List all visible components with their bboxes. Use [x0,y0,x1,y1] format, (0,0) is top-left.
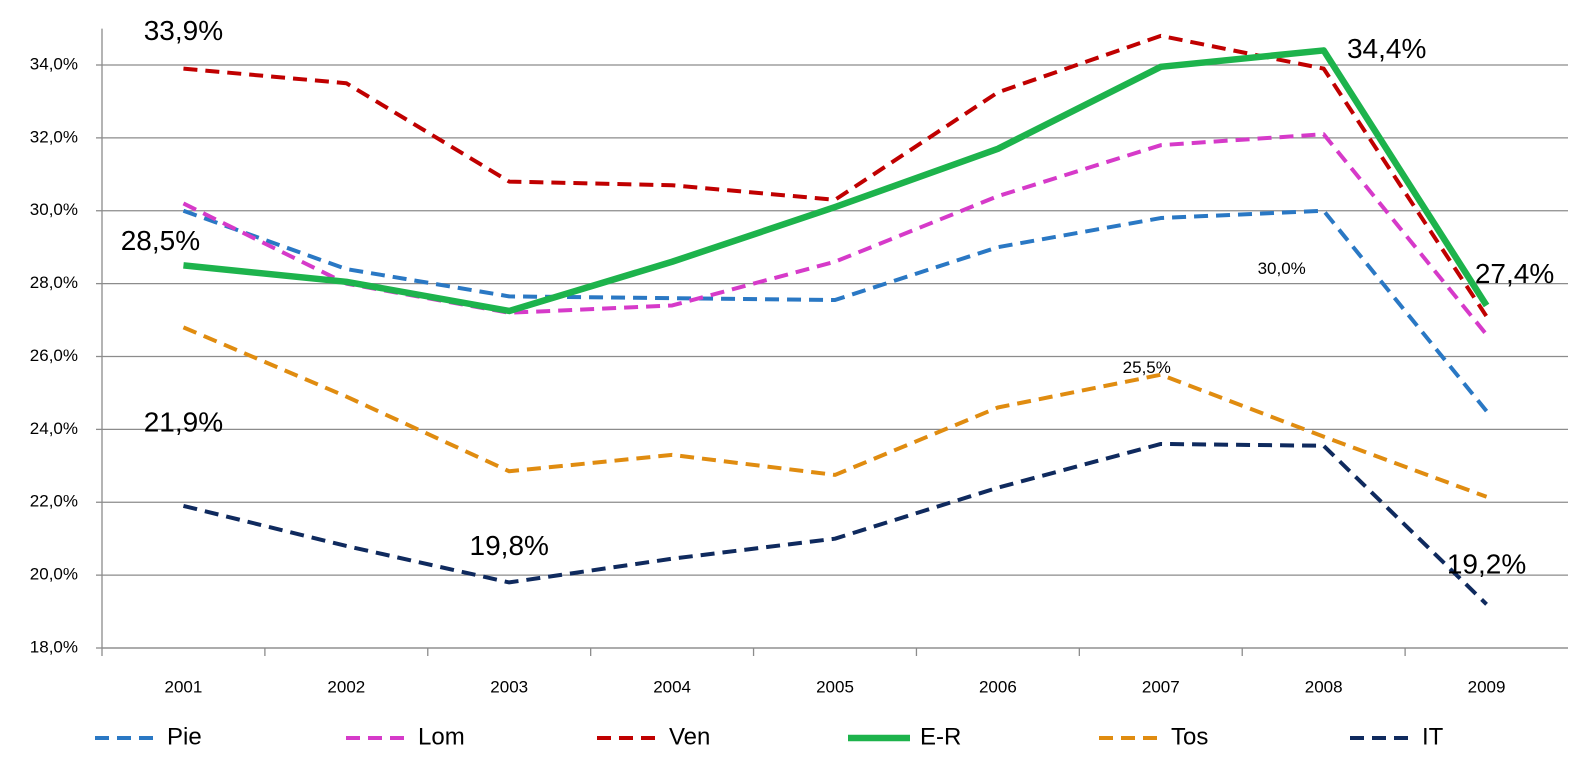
y-tick-label: 32,0% [30,127,78,146]
legend-label: E-R [920,723,961,750]
data-label: 19,2% [1447,549,1526,580]
series-line [182,208,1489,413]
data-label: 33,9% [144,15,223,46]
x-tick-label: 2007 [1142,677,1180,696]
data-label: 27,4% [1475,258,1554,289]
y-tick-label: 28,0% [30,273,78,292]
y-tick-label: 20,0% [30,565,78,584]
legend-label: Lom [418,723,465,750]
y-tick-label: 24,0% [30,419,78,438]
y-tick-label: 18,0% [30,637,78,656]
legend-label: Ven [669,723,710,750]
x-tick-label: 2002 [327,677,365,696]
data-label: 34,4% [1347,33,1426,64]
x-tick-label: 2001 [165,677,203,696]
legend-label: Pie [167,723,202,750]
x-tick-label: 2004 [653,677,691,696]
legend-label: IT [1422,723,1444,750]
series-line [183,33,1489,318]
series-line [182,325,1488,499]
x-tick-label: 2009 [1468,677,1506,696]
data-label: 19,8% [470,530,549,561]
series-line [182,441,1488,606]
y-tick-label: 22,0% [30,492,78,511]
data-label: 25,5% [1123,358,1171,377]
data-label: 28,5% [121,225,200,256]
series-line [182,132,1489,336]
legend-label: Tos [1171,723,1208,750]
y-tick-label: 26,0% [30,346,78,365]
series-line [183,47,1490,315]
y-tick-label: 34,0% [30,54,78,73]
x-tick-label: 2008 [1305,677,1343,696]
x-tick-label: 2006 [979,677,1017,696]
data-label: 30,0% [1258,259,1306,278]
x-tick-label: 2005 [816,677,854,696]
x-tick-label: 2003 [490,677,528,696]
data-label: 21,9% [144,406,223,437]
y-tick-label: 30,0% [30,200,78,219]
